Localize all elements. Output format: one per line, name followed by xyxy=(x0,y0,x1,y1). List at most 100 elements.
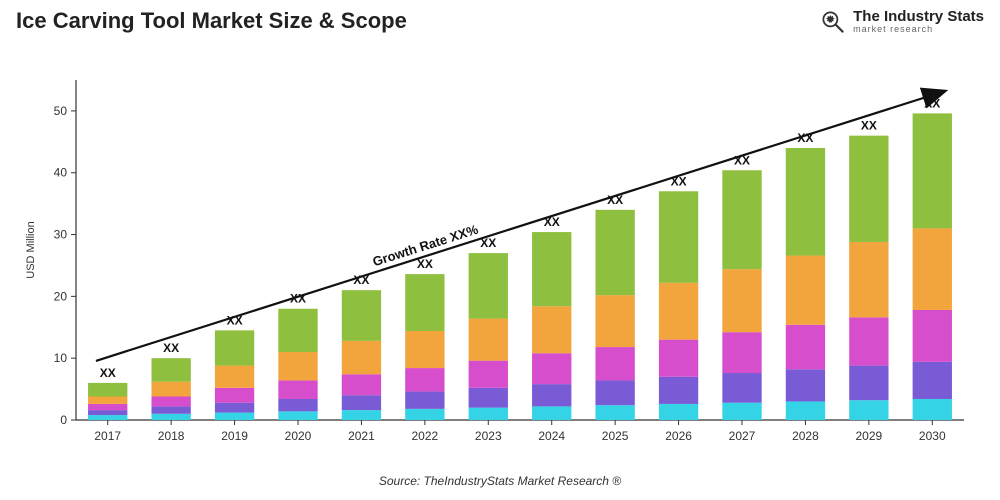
bar-segment xyxy=(786,256,825,325)
bar-segment xyxy=(342,341,381,374)
bar-segment xyxy=(786,148,825,256)
svg-text:40: 40 xyxy=(54,166,68,180)
bar-segment xyxy=(215,366,254,388)
bar-segment xyxy=(659,283,698,340)
stacked-bar-chart: 01020304050USD MillionXX2017XX2018XX2019… xyxy=(16,60,984,460)
bar-segment xyxy=(151,414,190,420)
bar-segment xyxy=(278,352,317,380)
bar-segment xyxy=(595,380,634,405)
bar-segment xyxy=(278,411,317,420)
bar-segment xyxy=(215,403,254,413)
bar-segment xyxy=(532,232,571,306)
x-category-label: 2019 xyxy=(221,429,248,443)
bar-segment xyxy=(722,403,761,420)
bar-segment xyxy=(595,347,634,380)
x-category-label: 2026 xyxy=(665,429,692,443)
bar-segment xyxy=(342,290,381,341)
bar-segment xyxy=(342,410,381,420)
svg-text:50: 50 xyxy=(54,104,68,118)
bar-segment xyxy=(913,310,952,362)
bar-segment xyxy=(469,388,508,408)
bar-segment xyxy=(849,317,888,365)
bar-segment xyxy=(88,415,127,420)
bar-segment xyxy=(659,191,698,282)
x-category-label: 2020 xyxy=(285,429,312,443)
svg-text:0: 0 xyxy=(60,413,67,427)
bar-segment xyxy=(469,361,508,388)
source-attribution: Source: TheIndustryStats Market Research… xyxy=(0,474,1000,488)
bar-segment xyxy=(786,325,825,370)
x-category-label: 2027 xyxy=(729,429,756,443)
bar-value-label: XX xyxy=(100,366,116,380)
bar-segment xyxy=(722,269,761,332)
bar-segment xyxy=(215,413,254,420)
bar-segment xyxy=(278,309,317,352)
bar-segment xyxy=(913,399,952,420)
x-category-label: 2022 xyxy=(412,429,439,443)
chart-area: 01020304050USD MillionXX2017XX2018XX2019… xyxy=(16,60,984,460)
bar-segment xyxy=(786,369,825,401)
svg-text:20: 20 xyxy=(54,289,68,303)
bar-segment xyxy=(849,242,888,317)
svg-text:10: 10 xyxy=(54,351,68,365)
bar-segment xyxy=(849,400,888,420)
bar-segment xyxy=(659,340,698,377)
x-category-label: 2021 xyxy=(348,429,375,443)
bar-segment xyxy=(913,113,952,228)
bar-segment xyxy=(215,330,254,365)
bar-segment xyxy=(469,408,508,420)
bar-segment xyxy=(88,404,127,410)
bar-segment xyxy=(722,373,761,403)
bar-segment xyxy=(405,274,444,331)
bar-segment xyxy=(215,388,254,403)
x-category-label: 2025 xyxy=(602,429,629,443)
bar-segment xyxy=(469,319,508,361)
bar-value-label: XX xyxy=(163,341,179,355)
bar-segment xyxy=(532,406,571,420)
bar-segment xyxy=(849,136,888,242)
svg-text:USD Million: USD Million xyxy=(25,221,37,278)
bar-segment xyxy=(532,306,571,353)
bar-segment xyxy=(532,384,571,406)
bar-segment xyxy=(659,377,698,404)
bar-segment xyxy=(342,374,381,395)
gear-magnifier-icon xyxy=(819,8,847,36)
bar-segment xyxy=(913,228,952,310)
bar-value-label: XX xyxy=(861,119,877,133)
bar-segment xyxy=(278,399,317,411)
bar-segment xyxy=(722,170,761,269)
bar-segment xyxy=(469,253,508,319)
x-category-label: 2028 xyxy=(792,429,819,443)
x-category-label: 2018 xyxy=(158,429,185,443)
x-category-label: 2029 xyxy=(856,429,883,443)
bar-segment xyxy=(659,404,698,420)
bar-segment xyxy=(595,295,634,347)
bar-segment xyxy=(532,353,571,384)
page-title: Ice Carving Tool Market Size & Scope xyxy=(16,8,407,34)
x-category-label: 2024 xyxy=(538,429,565,443)
bar-segment xyxy=(405,409,444,420)
header: Ice Carving Tool Market Size & Scope The… xyxy=(16,8,984,36)
bar-segment xyxy=(722,332,761,373)
brand-logo: The Industry Stats market research xyxy=(819,8,984,36)
logo-sub-text: market research xyxy=(853,25,984,35)
x-category-label: 2030 xyxy=(919,429,946,443)
logo-main-text: The Industry Stats xyxy=(853,9,984,26)
bar-segment xyxy=(786,401,825,420)
x-category-label: 2017 xyxy=(94,429,121,443)
bar-segment xyxy=(595,405,634,420)
bar-segment xyxy=(342,395,381,410)
bar-segment xyxy=(849,366,888,401)
bar-segment xyxy=(405,368,444,391)
bar-segment xyxy=(88,410,127,415)
bar-segment xyxy=(405,392,444,409)
bar-segment xyxy=(595,210,634,295)
bar-segment xyxy=(151,358,190,381)
x-category-label: 2023 xyxy=(475,429,502,443)
bar-segment xyxy=(278,380,317,399)
bar-segment xyxy=(405,331,444,368)
bar-segment xyxy=(151,382,190,397)
svg-text:30: 30 xyxy=(54,228,68,242)
bar-segment xyxy=(151,397,190,407)
bar-segment xyxy=(913,362,952,399)
